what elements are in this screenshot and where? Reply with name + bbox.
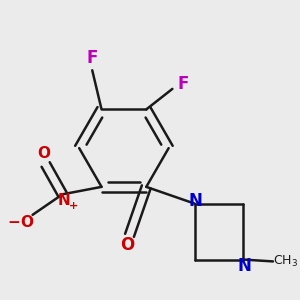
- Text: N: N: [237, 257, 251, 275]
- Text: N: N: [58, 193, 71, 208]
- Text: F: F: [178, 75, 189, 93]
- Text: −: −: [8, 215, 20, 230]
- Text: +: +: [69, 200, 78, 211]
- Text: F: F: [86, 49, 98, 67]
- Text: CH$_3$: CH$_3$: [274, 254, 298, 269]
- Text: O: O: [20, 215, 34, 230]
- Text: O: O: [37, 146, 50, 161]
- Text: O: O: [121, 236, 135, 253]
- Text: N: N: [189, 192, 202, 210]
